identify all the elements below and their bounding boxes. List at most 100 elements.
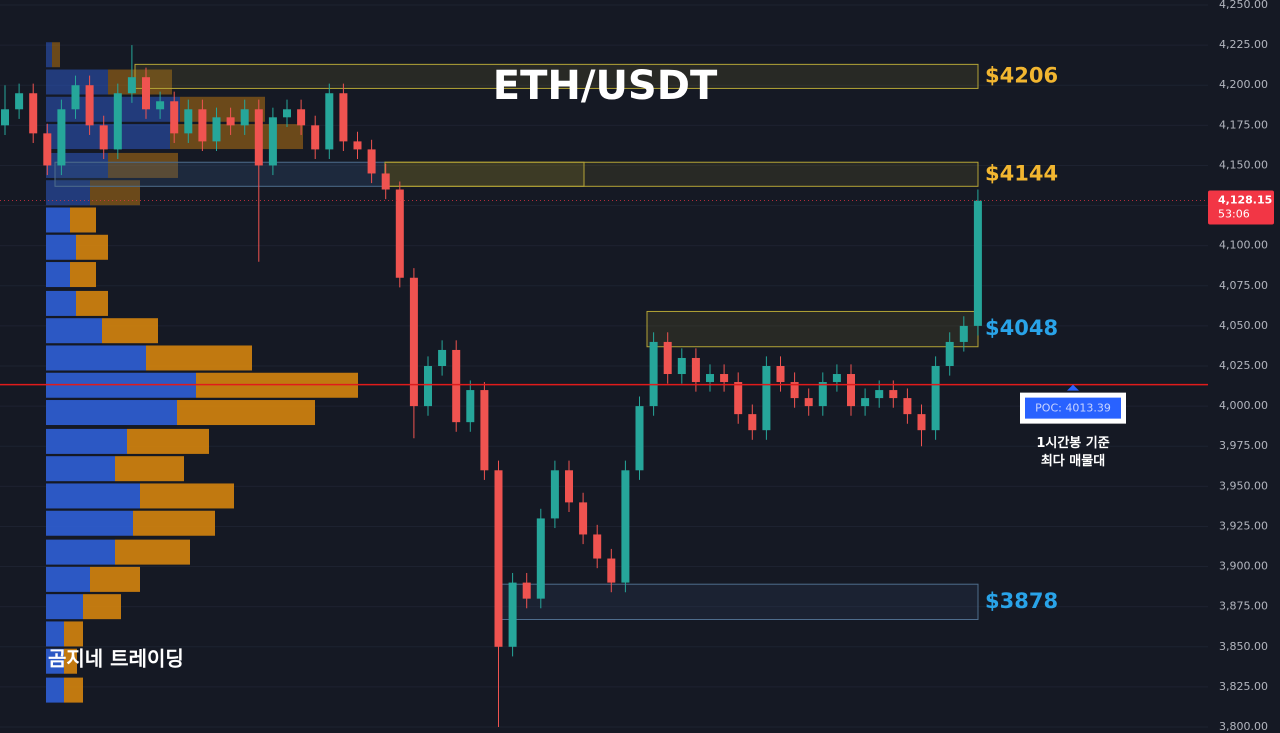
- y-tick-label: 3,825.00: [1219, 680, 1268, 693]
- candle-body: [353, 141, 362, 150]
- candle-body: [395, 189, 404, 278]
- zone-label: $4206: [985, 63, 1058, 87]
- candle-body: [550, 470, 559, 519]
- candle-body: [1, 109, 9, 126]
- profile-sell: [140, 483, 234, 509]
- candle-body: [170, 101, 179, 134]
- y-tick-label: 3,950.00: [1219, 479, 1268, 492]
- y-tick-label: 3,975.00: [1219, 439, 1268, 452]
- profile-sell: [64, 648, 77, 674]
- candle-body: [113, 93, 122, 150]
- candle-body: [973, 200, 982, 326]
- y-tick-label: 4,000.00: [1219, 399, 1268, 412]
- profile-buy: [46, 180, 90, 206]
- candle-body: [198, 109, 207, 142]
- last-price-label: 4,128.15: [1218, 194, 1272, 207]
- profile-buy: [46, 677, 64, 703]
- candle-body: [367, 149, 376, 174]
- poc-label: POC: 4013.39: [1035, 402, 1111, 415]
- candle-body: [931, 366, 940, 431]
- y-tick-label: 4,025.00: [1219, 359, 1268, 372]
- y-tick-label: 4,150.00: [1219, 158, 1268, 171]
- profile-sell: [177, 400, 315, 426]
- candle-body: [790, 382, 799, 399]
- candle-body: [156, 101, 165, 110]
- candle-body: [15, 93, 24, 110]
- profile-buy: [46, 539, 115, 565]
- profile-buy: [46, 510, 133, 536]
- zone-label: $3878: [985, 589, 1058, 613]
- y-tick-label: 3,875.00: [1219, 600, 1268, 613]
- candle-body: [818, 382, 827, 407]
- profile-buy: [46, 124, 170, 150]
- candle-body: [663, 341, 672, 375]
- zone: [384, 161, 585, 187]
- profile-sell: [64, 621, 83, 647]
- candle-body: [212, 117, 221, 142]
- candle-body: [438, 349, 447, 366]
- candle-body: [381, 173, 390, 190]
- profile-buy: [46, 262, 70, 288]
- candle-body: [847, 374, 855, 407]
- candle-body: [635, 406, 644, 471]
- candle-body: [184, 109, 193, 134]
- candle-body: [649, 341, 658, 407]
- profile-sell: [76, 290, 108, 316]
- countdown: 53:06: [1218, 208, 1250, 221]
- candle-body: [409, 277, 418, 407]
- candle-body: [226, 117, 235, 126]
- candle-body: [917, 414, 926, 431]
- candle-body: [804, 398, 813, 407]
- candle-body: [706, 374, 714, 383]
- y-tick-label: 4,250.00: [1219, 0, 1268, 11]
- profile-sell: [115, 539, 190, 565]
- zone: [499, 583, 979, 621]
- candle-body: [832, 374, 841, 383]
- candle-body: [621, 470, 630, 583]
- candle-body: [565, 470, 573, 503]
- candle-body: [861, 398, 870, 407]
- zone: [134, 63, 979, 89]
- candle-body: [43, 133, 52, 166]
- candle-body: [508, 582, 517, 647]
- profile-sell: [146, 345, 252, 371]
- candle-body: [71, 85, 80, 110]
- profile-buy: [46, 621, 64, 647]
- y-tick-label: 3,850.00: [1219, 640, 1268, 653]
- candle-body: [494, 470, 503, 647]
- profile-buy: [46, 428, 127, 454]
- poc-box: [1025, 397, 1121, 419]
- candles: [1, 45, 982, 727]
- profile-buy: [46, 42, 52, 68]
- profile-sell: [90, 566, 140, 592]
- candle-body: [268, 117, 277, 166]
- y-tick-label: 3,900.00: [1219, 560, 1268, 573]
- profile-sell: [108, 152, 178, 178]
- candle-body: [29, 93, 38, 134]
- profile-sell: [76, 234, 108, 260]
- candle-body: [325, 93, 334, 150]
- candle-body: [85, 85, 94, 126]
- candle-body: [875, 390, 884, 399]
- candle-body: [593, 534, 602, 559]
- candle-body: [466, 390, 475, 423]
- candle-body: [579, 502, 588, 535]
- profile-buy: [46, 400, 177, 426]
- candle-body: [720, 374, 729, 383]
- candle-body: [677, 357, 686, 375]
- profile-buy: [46, 648, 64, 674]
- candle-body: [297, 109, 306, 126]
- candle-body: [240, 109, 249, 126]
- profile-buy: [46, 345, 146, 371]
- profile-sell: [133, 510, 215, 536]
- candle-body: [762, 366, 771, 431]
- y-tick-label: 4,225.00: [1219, 38, 1268, 51]
- candle-body: [142, 77, 150, 110]
- poc-note: 최다 매물대: [1041, 453, 1105, 469]
- candle-body: [748, 414, 757, 431]
- candle-body: [424, 366, 432, 407]
- profile-sell: [180, 96, 265, 122]
- y-tick-label: 4,175.00: [1219, 118, 1268, 131]
